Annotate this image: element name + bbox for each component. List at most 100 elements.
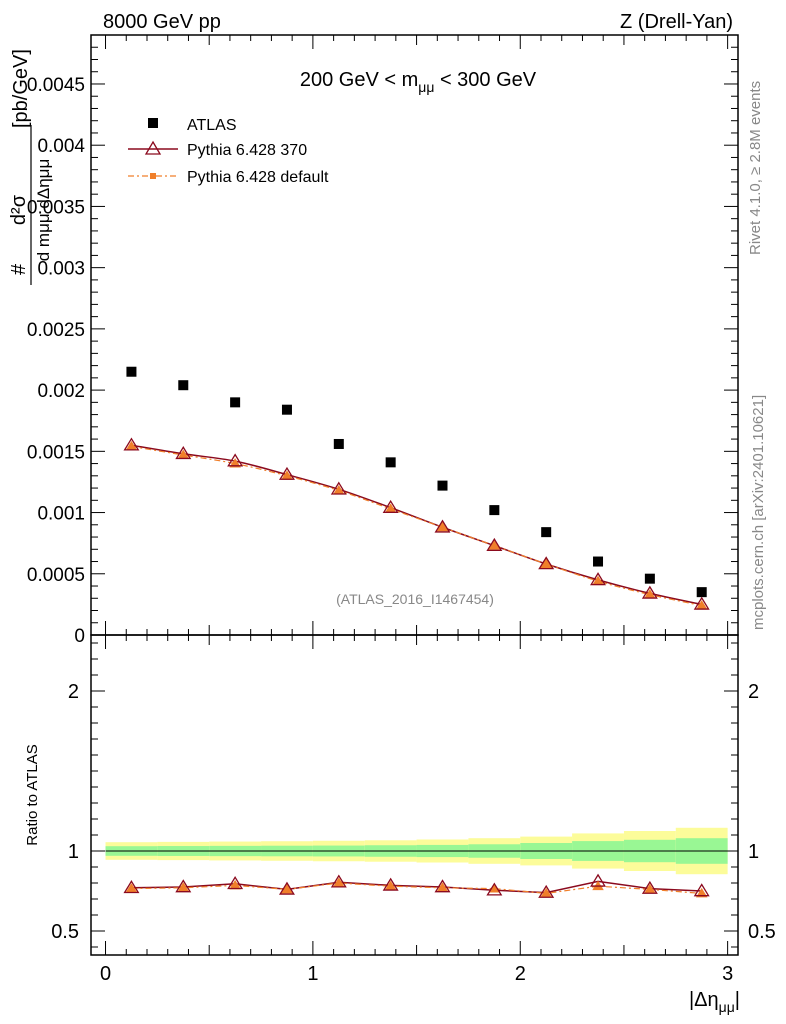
y-numerator: d²σ	[8, 194, 30, 225]
ratio-pythia-370-point	[382, 877, 399, 891]
pythia-default-point	[695, 600, 708, 610]
ratio-line-pythia-370	[131, 880, 702, 894]
main-y-tick-label: 0.002	[37, 381, 85, 402]
ratio-x-tick-label: 1	[307, 963, 318, 985]
ratio-x-tick-label: 2	[515, 963, 526, 985]
main-x-ticks	[105, 35, 729, 635]
ratio-pythia-370-point	[693, 883, 710, 897]
ratio-y-tick-label-right: 0.5	[748, 921, 776, 943]
legend: ATLAS Pythia 6.428 370 Pythia 6.428 defa…	[128, 117, 329, 186]
main-line-pythia-default	[131, 445, 702, 607]
pythia-default-point	[177, 449, 190, 459]
main-line-pythia-370	[131, 444, 702, 606]
ratio-pythia-default-point	[229, 879, 241, 890]
pythia-default-point	[436, 521, 449, 532]
ratio-pythia-370-point	[486, 882, 503, 896]
main-y-tick-label: 0.0005	[27, 565, 85, 586]
ratio-y-axis: 0.5 0.5 1 1 2 2	[51, 642, 776, 948]
main-y-tick-label: 0.0015	[27, 442, 85, 463]
main-y-tick-label: 0	[74, 626, 85, 647]
title-sub: μμ	[418, 79, 434, 95]
pythia-default-point	[125, 440, 138, 451]
legend-atlas-marker	[148, 118, 158, 128]
x-axis-label: |Δημμ|	[689, 989, 740, 1015]
pythia-370-point	[538, 556, 555, 570]
analysis-watermark: (ATLAS_2016_I1467454)	[336, 591, 494, 607]
ratio-pythia-370-point	[175, 879, 192, 893]
xlabel-sub: μμ	[719, 999, 735, 1015]
main-y-tick-label: 0.004	[37, 136, 85, 157]
xlabel-post: |	[735, 989, 740, 1011]
pythia-370-point	[330, 481, 347, 495]
main-y-label: [pb/GeV] d²σ d mμμ dΔημμ #	[8, 49, 53, 285]
pythia-default-point	[644, 589, 656, 599]
title-post: < 300 GeV	[434, 69, 536, 91]
ratio-pythia-370-point	[330, 874, 347, 888]
ratio-line-pythia-default	[131, 882, 702, 895]
main-y-axis: 0 0.0005 0.001 0.0015 0.002 0.0025 0.003 0.0035…	[27, 34, 738, 647]
pythia-default-point	[488, 540, 501, 550]
atlas-data-point	[333, 438, 344, 449]
legend-370-marker	[144, 140, 162, 155]
pythia-default-point	[384, 503, 397, 513]
atlas-data-point	[385, 457, 396, 468]
legend-default-label: Pythia 6.428 default	[187, 169, 329, 186]
pythia-default-point	[333, 485, 345, 495]
main-y-tick-label: 0.003	[37, 259, 85, 280]
legend-default-marker	[150, 173, 156, 179]
main-y-tick-label: 0.0035	[27, 197, 85, 218]
legend-atlas-label: ATLAS	[187, 117, 237, 134]
chart-title: 200 GeV < mμμ < 300 GeV	[300, 69, 537, 95]
ratio-x-tick-label: 0	[100, 963, 111, 985]
legend-entry-atlas: ATLAS	[148, 117, 237, 134]
pythia-370-point	[278, 466, 295, 480]
legend-entry-pythia-370: Pythia 6.428 370	[128, 140, 307, 159]
ratio-pythia-370-point	[641, 880, 658, 894]
ratio-pythia-default-point	[333, 877, 345, 887]
header-right: Z (Drell-Yan)	[620, 11, 733, 33]
atlas-data-point	[489, 505, 500, 516]
ratio-frame	[90, 634, 739, 956]
y-unit: [pb/GeV]	[10, 49, 32, 128]
ratio-pythia-370-point	[227, 876, 244, 890]
pythia-default-point	[540, 558, 552, 568]
ratio-pythia-default-point	[281, 883, 293, 894]
ratio-y-tick-label-left: 0.5	[51, 921, 79, 943]
atlas-data-point	[281, 404, 292, 415]
pythia-370-point	[641, 585, 658, 599]
main-y-tick-label: 0.0025	[27, 320, 85, 341]
ratio-pythia-370-point	[123, 880, 140, 894]
pythia-370-point	[175, 446, 192, 460]
ratio-pythia-default-point	[540, 887, 552, 898]
atlas-data-point	[126, 366, 137, 377]
legend-entry-pythia-default: Pythia 6.428 default	[128, 169, 329, 186]
ratio-pythia-default-point	[436, 882, 449, 892]
ratio-y-label: Ratio to ATLAS	[24, 744, 41, 845]
legend-370-label: Pythia 6.428 370	[187, 142, 307, 159]
ratio-pythia-370-point	[434, 879, 451, 893]
ratio-pythia-default-point	[488, 883, 501, 893]
ratio-pythia-default-point	[695, 887, 708, 898]
ratio-pythia-default-point	[125, 883, 138, 893]
pythia-370-point	[693, 596, 710, 610]
main-y-tick-label: 0.0045	[27, 75, 85, 96]
atlas-data-point	[644, 573, 655, 584]
atlas-data-point	[178, 380, 189, 391]
ratio-pythia-370-point	[590, 873, 607, 887]
xlabel-pre: |Δη	[689, 989, 719, 1011]
pythia-370-point	[227, 453, 244, 467]
main-marks	[123, 366, 710, 610]
mcplots-note: mcplots.cern.ch [arXiv:2401.10621]	[750, 395, 767, 630]
header-left: 8000 GeV pp	[103, 11, 221, 33]
atlas-data-point	[593, 556, 604, 567]
y-denominator: d mμμ dΔημμ	[34, 159, 53, 262]
y-hash: #	[8, 263, 30, 275]
ratio-y-tick-label-left: 2	[68, 681, 79, 703]
atlas-data-point	[437, 480, 448, 491]
main-y-tick-label: 0.001	[37, 504, 85, 525]
ratio-panel: 0.5 0.5 1 1 2 2 0 1 2 3 Ratio to ATLAS |Δημμ|	[24, 634, 776, 1015]
ratio-pythia-default-point	[644, 883, 656, 894]
ratio-pythia-370-point	[278, 881, 295, 895]
ratio-y-tick-label-right: 1	[748, 841, 759, 863]
